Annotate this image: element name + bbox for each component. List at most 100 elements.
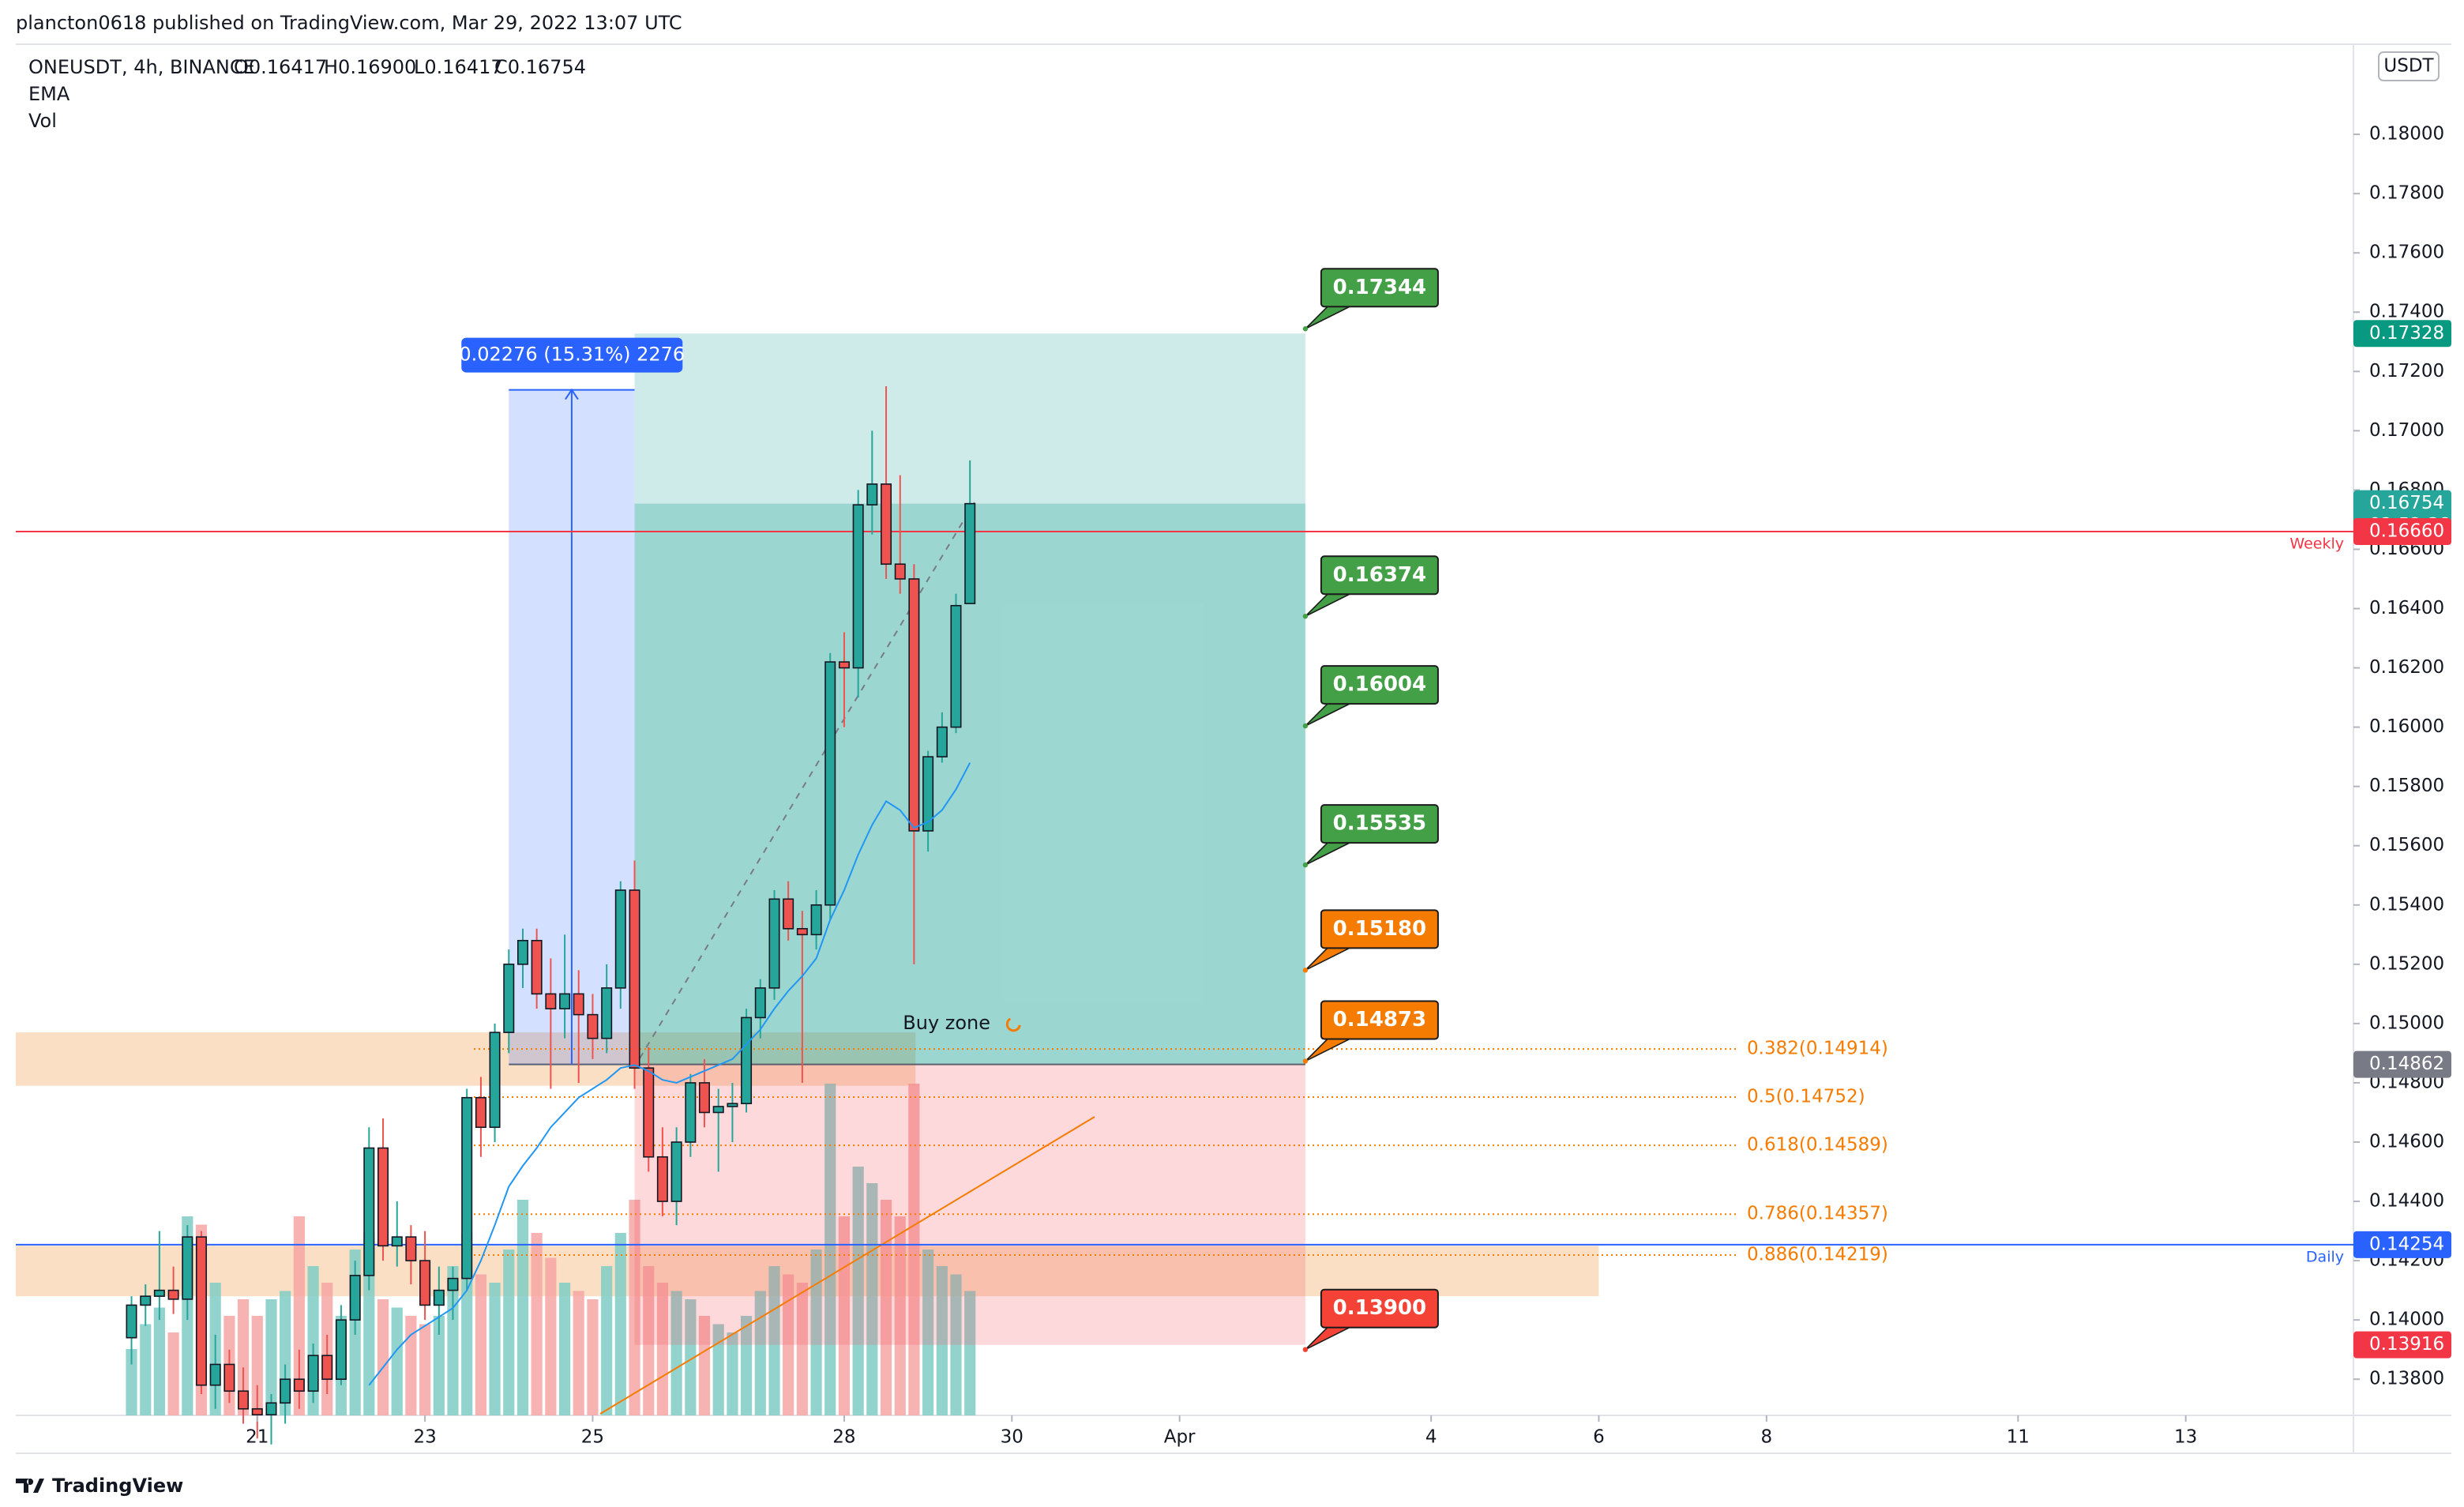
volume-bar [922, 1250, 934, 1415]
callout-box [1320, 665, 1439, 705]
candle-body [503, 964, 515, 1033]
indicator: Vol [28, 110, 57, 132]
candle-body [475, 1096, 486, 1129]
volume-bar [643, 1266, 655, 1415]
y-tick-label: 0.14400 [2369, 1191, 2444, 1212]
volume-bar [894, 1216, 906, 1415]
y-tick-label: 0.13800 [2369, 1369, 2444, 1389]
candle-body [796, 928, 808, 936]
candle-body [335, 1319, 347, 1381]
candle-body [866, 483, 878, 505]
price-tag-label: 0.14254 [2369, 1234, 2444, 1254]
x-tick-label: 25 [581, 1427, 604, 1448]
volume-bar [670, 1291, 682, 1415]
x-tick-label: 30 [1001, 1427, 1024, 1448]
callout-box [1320, 268, 1439, 308]
volume-bar [727, 1332, 738, 1415]
candle-body [545, 993, 557, 1009]
x-tick-label: 4 [1425, 1427, 1437, 1448]
volume-bar [475, 1274, 487, 1415]
volume-bar [405, 1316, 417, 1415]
candle-body [153, 1289, 165, 1297]
callout-label: 0.14873 [1333, 1008, 1426, 1032]
volume-bar [964, 1291, 976, 1415]
volume-bar [936, 1266, 948, 1415]
price-tag-label: 0.16754 [2369, 493, 2444, 513]
candle-body [209, 1363, 221, 1386]
candle-body [768, 898, 780, 989]
candle-body [265, 1402, 277, 1416]
candle-body [391, 1236, 403, 1247]
volume-bar [754, 1291, 766, 1415]
volume-bar [629, 1200, 640, 1415]
axes: 0.138000.140000.142000.144000.146000.148… [246, 124, 2451, 1448]
candle-body [140, 1295, 152, 1306]
candle-body [517, 940, 529, 965]
volume-bar [265, 1299, 277, 1415]
candle-body [741, 1017, 753, 1105]
candle-body [447, 1277, 459, 1291]
ohlc-open: O0.16417 [234, 56, 327, 78]
ema-line [368, 762, 971, 1386]
volume-bar [545, 1257, 557, 1415]
price-tag [2353, 320, 2451, 348]
note-icon [1005, 1017, 1021, 1032]
candle-body [685, 1082, 697, 1143]
candle-body [824, 661, 836, 906]
level-label: Weekly [2289, 535, 2344, 552]
volume-bar [587, 1299, 599, 1415]
y-tick-label: 0.14600 [2369, 1132, 2444, 1152]
measure-label-box [461, 337, 683, 373]
ohlc-close: C0.16754 [494, 56, 586, 78]
volume-bar [950, 1274, 962, 1415]
x-tick-label: 21 [246, 1427, 269, 1448]
volume-bar [516, 1200, 529, 1415]
symbol: ONEUSDT, 4h, BINANCE [28, 56, 255, 78]
volume-bar [377, 1299, 389, 1415]
candle-body [950, 604, 962, 728]
price-tag [2353, 517, 2451, 545]
candle-body [783, 898, 794, 930]
candle-body [698, 1082, 710, 1114]
candle-body [838, 661, 850, 669]
x-tick-label: Apr [1164, 1427, 1196, 1448]
y-tick-label: 0.16200 [2369, 657, 2444, 678]
volume-bar [712, 1324, 724, 1415]
candle-body [629, 889, 640, 1069]
y-tick-label: 0.15000 [2369, 1013, 2444, 1033]
candle-body [894, 563, 906, 580]
y-tick-label: 0.16000 [2369, 716, 2444, 737]
price-tag [2353, 1050, 2451, 1078]
ohlc-low: L0.16417 [414, 56, 503, 78]
candle-body [643, 1067, 655, 1158]
candle-body [922, 756, 934, 832]
y-tick-label: 0.18000 [2369, 124, 2444, 145]
y-tick-label: 0.15600 [2369, 835, 2444, 855]
volume-bar [363, 1233, 375, 1415]
candle-body [126, 1304, 137, 1339]
callout-label: 0.13900 [1333, 1296, 1426, 1320]
zones [16, 1032, 1599, 1297]
price-tag-label: 0.14862 [2369, 1054, 2444, 1074]
ohlc-high: H0.16900 [324, 56, 416, 78]
volume-bar [126, 1349, 137, 1415]
callout-label: 0.16374 [1333, 563, 1426, 587]
callout-anchor [1302, 1058, 1309, 1064]
price-tag [2353, 1231, 2451, 1258]
brand-logo [16, 1479, 44, 1493]
target-area [634, 333, 1305, 1065]
volume-bar [489, 1283, 501, 1415]
y-tick-label: 0.17800 [2369, 183, 2444, 204]
callout-label: 0.15535 [1333, 812, 1426, 836]
candle-body [433, 1289, 445, 1306]
volume-bar [293, 1216, 305, 1415]
candle-body [670, 1141, 682, 1202]
y-tick-label: 0.17600 [2369, 242, 2444, 263]
currency-box [2378, 51, 2440, 81]
callout-anchor [1302, 723, 1309, 729]
price-tag [2353, 1331, 2451, 1359]
price-tag-label: 0.16660 [2369, 520, 2444, 541]
volume-bar [140, 1324, 152, 1415]
x-tick-label: 6 [1593, 1427, 1605, 1448]
